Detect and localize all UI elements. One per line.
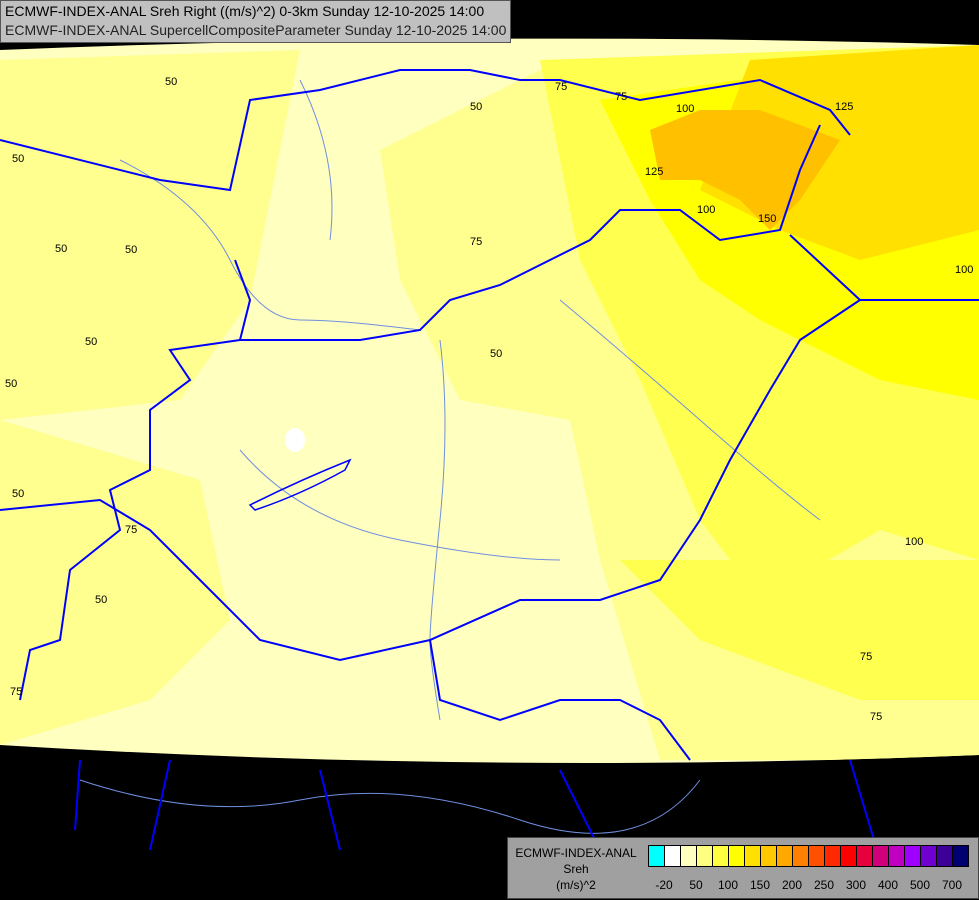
contour-label: 100 <box>697 204 715 216</box>
contour-label: 100 <box>676 103 694 115</box>
legend-model: ECMWF-INDEX-ANAL <box>515 846 637 860</box>
title-line-2: ECMWF-INDEX-ANAL SupercellCompositeParam… <box>5 22 507 38</box>
contour-label: 75 <box>10 686 22 698</box>
legend-swatch <box>873 846 889 866</box>
legend-swatch <box>665 846 681 866</box>
contour-label: 50 <box>55 243 67 255</box>
contour-label: 50 <box>12 153 24 165</box>
contour-label: 150 <box>758 213 776 225</box>
contour-label: 75 <box>870 711 882 723</box>
legend-swatch <box>681 846 697 866</box>
legend-swatch <box>857 846 873 866</box>
contour-label: 50 <box>5 378 17 390</box>
contour-label: 100 <box>905 536 923 548</box>
contour-label: 75 <box>860 651 872 663</box>
contour-label: 75 <box>555 81 567 93</box>
contour-label: 75 <box>615 91 627 103</box>
legend-tick-label: 100 <box>717 878 739 892</box>
legend-swatch <box>921 846 937 866</box>
legend-swatch <box>953 846 968 866</box>
legend-variable: Sreh <box>563 862 589 876</box>
legend-swatch <box>841 846 857 866</box>
legend-swatch <box>713 846 729 866</box>
contour-label: 125 <box>645 166 663 178</box>
contour-label: 50 <box>490 348 502 360</box>
contour-labels: 50 50 75 75 100 125 125 100 150 100 50 7… <box>5 76 973 723</box>
legend-tick-label: 200 <box>781 878 803 892</box>
legend-tick-label: 700 <box>941 878 963 892</box>
contour-label: 75 <box>125 524 137 536</box>
legend-unit: (m/s)^2 <box>556 878 596 892</box>
legend-tick-label: 150 <box>749 878 771 892</box>
contour-label: 100 <box>955 264 973 276</box>
legend-swatch <box>937 846 953 866</box>
rivers <box>79 79 821 834</box>
country-borders <box>0 69 979 861</box>
legend-swatch <box>729 846 745 866</box>
legend-swatch <box>761 846 777 866</box>
legend-swatch <box>649 846 665 866</box>
legend-swatch <box>905 846 921 866</box>
contour-label: 50 <box>95 594 107 606</box>
legend-swatch <box>745 846 761 866</box>
title-line-1: ECMWF-INDEX-ANAL Sreh Right ((m/s)^2) 0-… <box>5 3 485 19</box>
legend-tick-label: 50 <box>689 878 703 892</box>
contour-label: 50 <box>125 244 137 256</box>
contour-label: 125 <box>835 101 853 113</box>
legend-tick-label: 500 <box>909 878 931 892</box>
contour-label: 50 <box>470 101 482 113</box>
legend-swatch <box>889 846 905 866</box>
legend-swatch <box>777 846 793 866</box>
legend-swatch <box>793 846 809 866</box>
legend-swatch <box>697 846 713 866</box>
legend-tick-label: 400 <box>877 878 899 892</box>
legend-tick-label: 300 <box>845 878 867 892</box>
contour-label: 75 <box>470 236 482 248</box>
contour-label: 50 <box>165 76 177 88</box>
contour-label: 50 <box>12 488 24 500</box>
legend-ticks: -20 50 100 150 200 250 300 400 500 700 <box>648 878 968 896</box>
color-legend: ECMWF-INDEX-ANAL Sreh (m/s)^2 -20 50 100 15… <box>507 837 979 899</box>
legend-swatch <box>809 846 825 866</box>
legend-colorbar <box>648 845 969 867</box>
map-title: ECMWF-INDEX-ANAL Sreh Right ((m/s)^2) 0-… <box>0 0 512 43</box>
legend-swatch <box>825 846 841 866</box>
legend-tick-label: -20 <box>655 878 673 892</box>
contour-label: 50 <box>85 336 97 348</box>
legend-label: ECMWF-INDEX-ANAL Sreh (m/s)^2 <box>512 845 640 893</box>
legend-tick-label: 250 <box>813 878 835 892</box>
